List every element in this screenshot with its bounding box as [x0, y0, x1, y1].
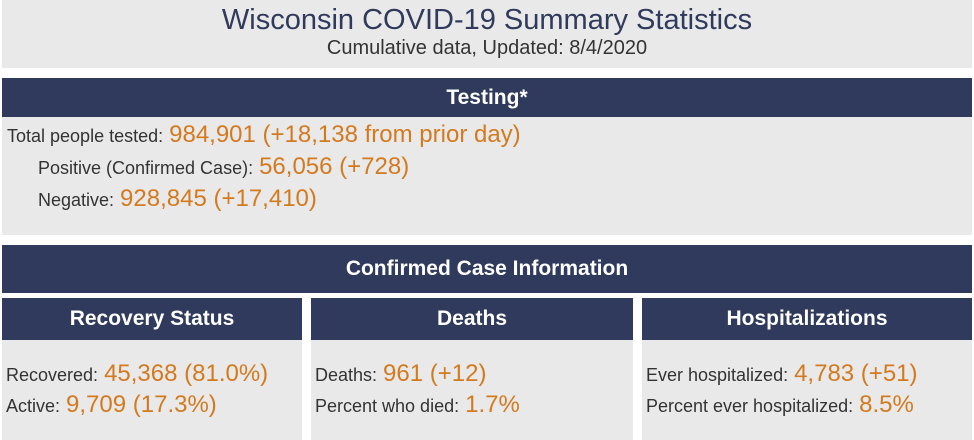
title: Wisconsin COVID-19 Summary Statistics: [221, 4, 753, 36]
stat-value: 928,845 (+17,410): [120, 185, 317, 212]
stat-value: 4,783 (+51): [794, 360, 918, 387]
stat-row: Active: 9,709 (17.3%): [6, 391, 217, 419]
stat-row: Total people tested: 984,901 (+18,138 fro…: [7, 121, 521, 149]
stat-value: 1.7%: [465, 391, 520, 418]
section-heading: Confirmed Case Information: [2, 245, 972, 293]
stat-value: 56,056 (+728): [259, 153, 410, 180]
stat-label: Recovered:: [6, 365, 99, 385]
stat-row: Deaths: 961 (+12): [315, 360, 486, 388]
stat-row: Ever hospitalized: 4,783 (+51): [646, 360, 918, 388]
stat-row: Positive (Confirmed Case): 56,056 (+728): [38, 153, 409, 181]
stat-label: Percent who died:: [315, 396, 460, 416]
panel: Ever hospitalized: 4,783 (+51) Percent eve…: [642, 340, 972, 440]
stat-value: 45,368 (81.0%): [104, 360, 269, 387]
panel-heading: Hospitalizations: [642, 298, 972, 340]
stat-value: 9,709 (17.3%): [66, 391, 217, 418]
stat-row: Percent who died: 1.7%: [315, 391, 520, 419]
stat-row: Percent ever hospitalized: 8.5%: [646, 391, 914, 419]
panel-heading: Recovery Status: [2, 298, 302, 340]
stat-value: 961 (+12): [383, 360, 487, 387]
stat-label: Ever hospitalized:: [646, 365, 789, 385]
panel-heading: Deaths: [311, 298, 633, 340]
stat-value: 8.5%: [859, 391, 914, 418]
testing-panel: Total people tested: 984,901 (+18,138 fro…: [2, 117, 972, 235]
stat-label: Deaths:: [315, 365, 378, 385]
section-heading: Testing*: [2, 78, 972, 117]
header: Wisconsin COVID-19 Summary Statistics Cu…: [2, 0, 972, 68]
stat-row: Negative: 928,845 (+17,410): [38, 185, 317, 213]
stat-label: Active:: [6, 396, 61, 416]
stat-row: Recovered: 45,368 (81.0%): [6, 360, 268, 388]
stat-label: Percent ever hospitalized:: [646, 396, 854, 416]
subtitle: Cumulative data, Updated: 8/4/2020: [326, 37, 648, 59]
stat-label: Positive (Confirmed Case):: [38, 158, 254, 178]
panel: Recovered: 45,368 (81.0%) Active: 9,709 (17…: [2, 340, 302, 440]
panel: Deaths: 961 (+12) Percent who died: 1.7%: [311, 340, 633, 440]
stat-label: Total people tested:: [7, 126, 164, 146]
stat-label: Negative:: [38, 190, 115, 210]
stat-value: 984,901 (+18,138 from prior day): [169, 121, 521, 148]
